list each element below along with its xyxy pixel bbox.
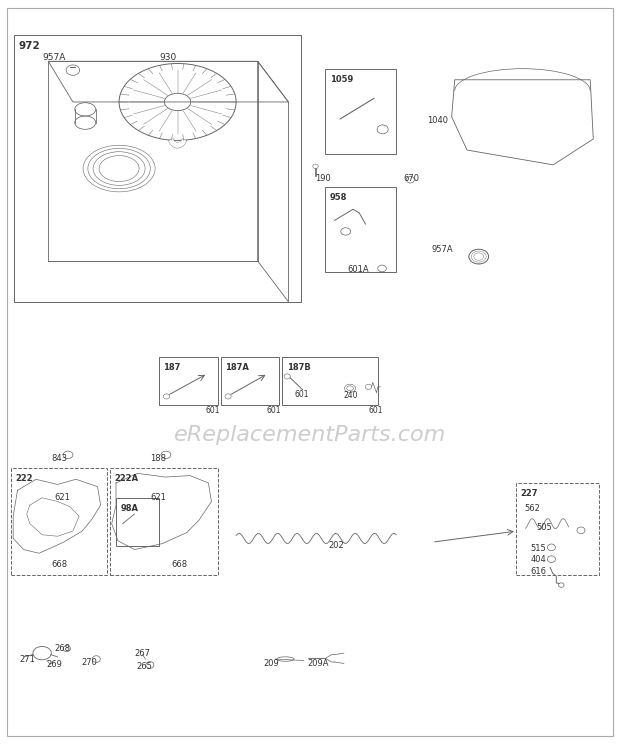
Ellipse shape	[312, 164, 318, 169]
Text: 972: 972	[19, 42, 40, 51]
Text: 1059: 1059	[330, 74, 353, 83]
Text: 209: 209	[264, 659, 280, 668]
Text: 267: 267	[135, 649, 151, 658]
Text: 515: 515	[531, 544, 546, 553]
Text: 668: 668	[172, 559, 188, 569]
Text: 843: 843	[51, 454, 68, 463]
Text: 240: 240	[344, 391, 358, 400]
Text: 601: 601	[368, 406, 383, 415]
Text: 187B: 187B	[286, 363, 311, 372]
Text: 957A: 957A	[42, 53, 66, 62]
Text: 404: 404	[531, 556, 546, 565]
Text: 621: 621	[55, 493, 70, 502]
Text: 222: 222	[16, 474, 33, 483]
Text: 270: 270	[81, 658, 97, 667]
Text: 601: 601	[267, 406, 281, 415]
Text: 98A: 98A	[120, 504, 138, 513]
Text: 265: 265	[136, 662, 152, 671]
Text: 1040: 1040	[427, 116, 448, 125]
Text: 187: 187	[164, 363, 181, 372]
Text: 222A: 222A	[114, 474, 138, 483]
Text: 601: 601	[294, 390, 309, 399]
Text: 601A: 601A	[347, 266, 368, 275]
Text: 269: 269	[46, 661, 62, 670]
Text: 670: 670	[404, 173, 420, 183]
Text: 187A: 187A	[225, 363, 249, 372]
Text: 188: 188	[150, 454, 166, 463]
Text: 621: 621	[150, 493, 166, 502]
Text: 209A: 209A	[307, 659, 329, 668]
Text: 958: 958	[330, 193, 347, 202]
Text: 957A: 957A	[432, 246, 454, 254]
Text: 227: 227	[521, 489, 538, 498]
Text: 562: 562	[525, 504, 540, 513]
Text: 268: 268	[55, 644, 71, 653]
Text: 202: 202	[329, 542, 344, 551]
Wedge shape	[169, 138, 187, 148]
Text: eReplacementParts.com: eReplacementParts.com	[174, 425, 446, 445]
Text: 668: 668	[51, 559, 68, 569]
Text: 616: 616	[531, 567, 546, 577]
Text: 190: 190	[315, 173, 330, 183]
Text: 601: 601	[205, 406, 220, 415]
Text: 505: 505	[537, 523, 552, 532]
Text: 930: 930	[159, 53, 176, 62]
Text: 271: 271	[19, 655, 35, 664]
